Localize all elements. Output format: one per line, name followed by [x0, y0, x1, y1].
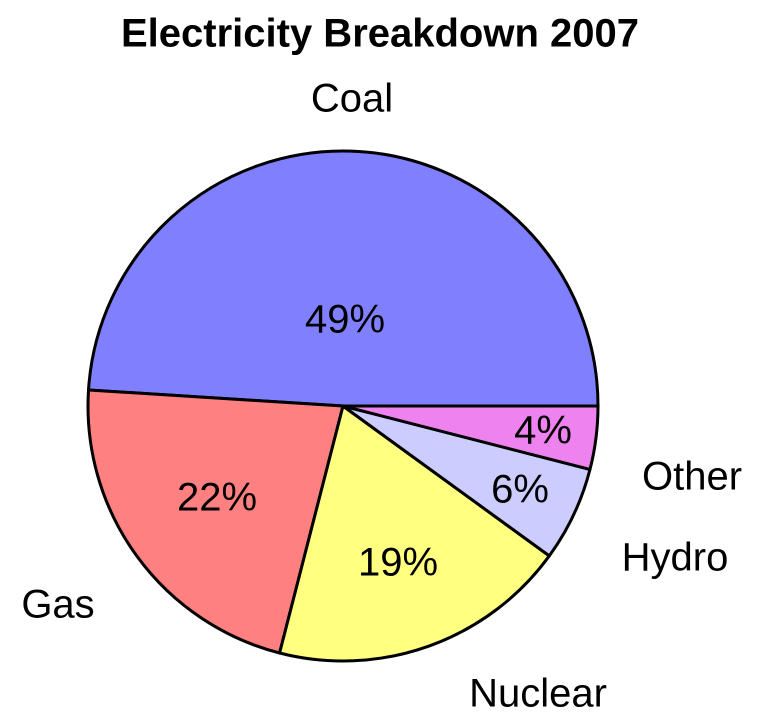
slice-value-label: 49%: [305, 298, 385, 342]
slice-value-label: 4%: [514, 409, 572, 453]
slice-value-label: 19%: [358, 541, 438, 585]
slice-name-label: Coal: [311, 77, 393, 121]
slice-name-label: Hydro: [622, 536, 729, 580]
chart-title: Electricity Breakdown 2007: [121, 12, 639, 56]
pie-slice: [341, 404, 600, 471]
pie-slice: [87, 149, 600, 408]
slice-name-label: Nuclear: [469, 672, 607, 716]
slice-name-label: Other: [642, 455, 742, 499]
slice-value-label: 22%: [177, 476, 257, 520]
pie-slice: [278, 404, 551, 663]
slice-value-label: 6%: [491, 468, 549, 512]
pie-slice: [86, 388, 345, 655]
slice-name-label: Gas: [21, 583, 94, 627]
